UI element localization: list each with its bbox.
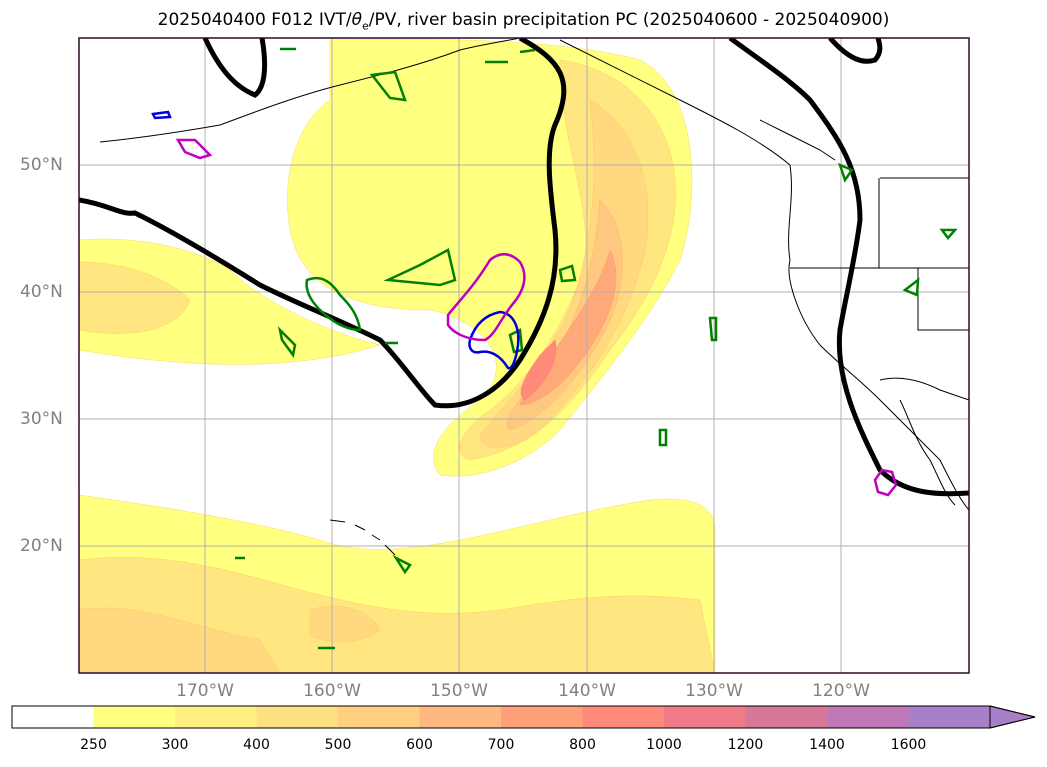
lon-label-150w: 150°W (430, 681, 488, 701)
colorbar-tick-label: 700 (487, 737, 515, 753)
colorbar-segment (175, 706, 257, 728)
colorbar-tick-label: 1400 (809, 737, 845, 753)
lon-label-160w: 160°W (303, 681, 361, 701)
lon-label-130w: 130°W (685, 681, 743, 701)
lat-label-40n: 40°N (20, 282, 63, 302)
colorbar-tick-label: 600 (406, 737, 433, 753)
colorbar-tick-label: 1600 (890, 737, 927, 753)
colorbar-segment (582, 706, 665, 728)
colorbar-segment (501, 706, 583, 728)
title-suffix: /PV, river basin precipitation PC (20250… (368, 10, 890, 30)
map-plot-area (79, 38, 969, 673)
lat-label-30n: 30°N (20, 409, 63, 429)
colorbar-segment (664, 706, 746, 728)
colorbar-tick-label: 300 (161, 737, 189, 753)
title-sub: e (362, 19, 369, 33)
colorbar-tick-label: 1200 (727, 737, 764, 753)
colorbar-extend-arrow (989, 705, 1036, 729)
colorbar-segment (256, 706, 339, 728)
colorbar-segment (93, 706, 176, 728)
lon-label-120w: 120°W (812, 681, 870, 701)
lat-label-20n: 20°N (20, 536, 63, 556)
colorbar-segment (827, 706, 909, 728)
coastlines (99, 38, 969, 556)
lat-label-50n: 50°N (20, 155, 63, 175)
colorbar-tick-label: 1000 (646, 737, 682, 753)
colorbar-tick-label: 400 (243, 737, 270, 753)
ivt-filled-contours (79, 38, 716, 673)
colorbar-segment (745, 706, 828, 728)
colorbar-segment (12, 706, 94, 728)
pv-blue-contours (151, 110, 520, 370)
lon-label-170w: 170°W (176, 681, 234, 701)
colorbar-segment (419, 706, 502, 728)
colorbar-tick-label: 250 (80, 737, 107, 753)
theta-e-contours (79, 38, 969, 497)
lon-label-140w: 140°W (558, 681, 616, 701)
colorbar-segment (908, 706, 991, 728)
map-frame (78, 37, 970, 674)
pv-magenta-contours (175, 138, 898, 497)
colorbar-segment (338, 706, 420, 728)
colorbar (11, 705, 1036, 729)
title-theta: θ (351, 10, 362, 30)
colorbar-tick-label: 500 (324, 737, 352, 753)
colorbar-outline (11, 705, 1036, 729)
colorbar-tick-label: 800 (569, 737, 596, 753)
chart-title: 2025040400 F012 IVT/θe/PV, river basin p… (0, 10, 1047, 32)
pv-green-contours (235, 47, 958, 650)
title-prefix: 2025040400 F012 IVT/ (157, 10, 352, 30)
